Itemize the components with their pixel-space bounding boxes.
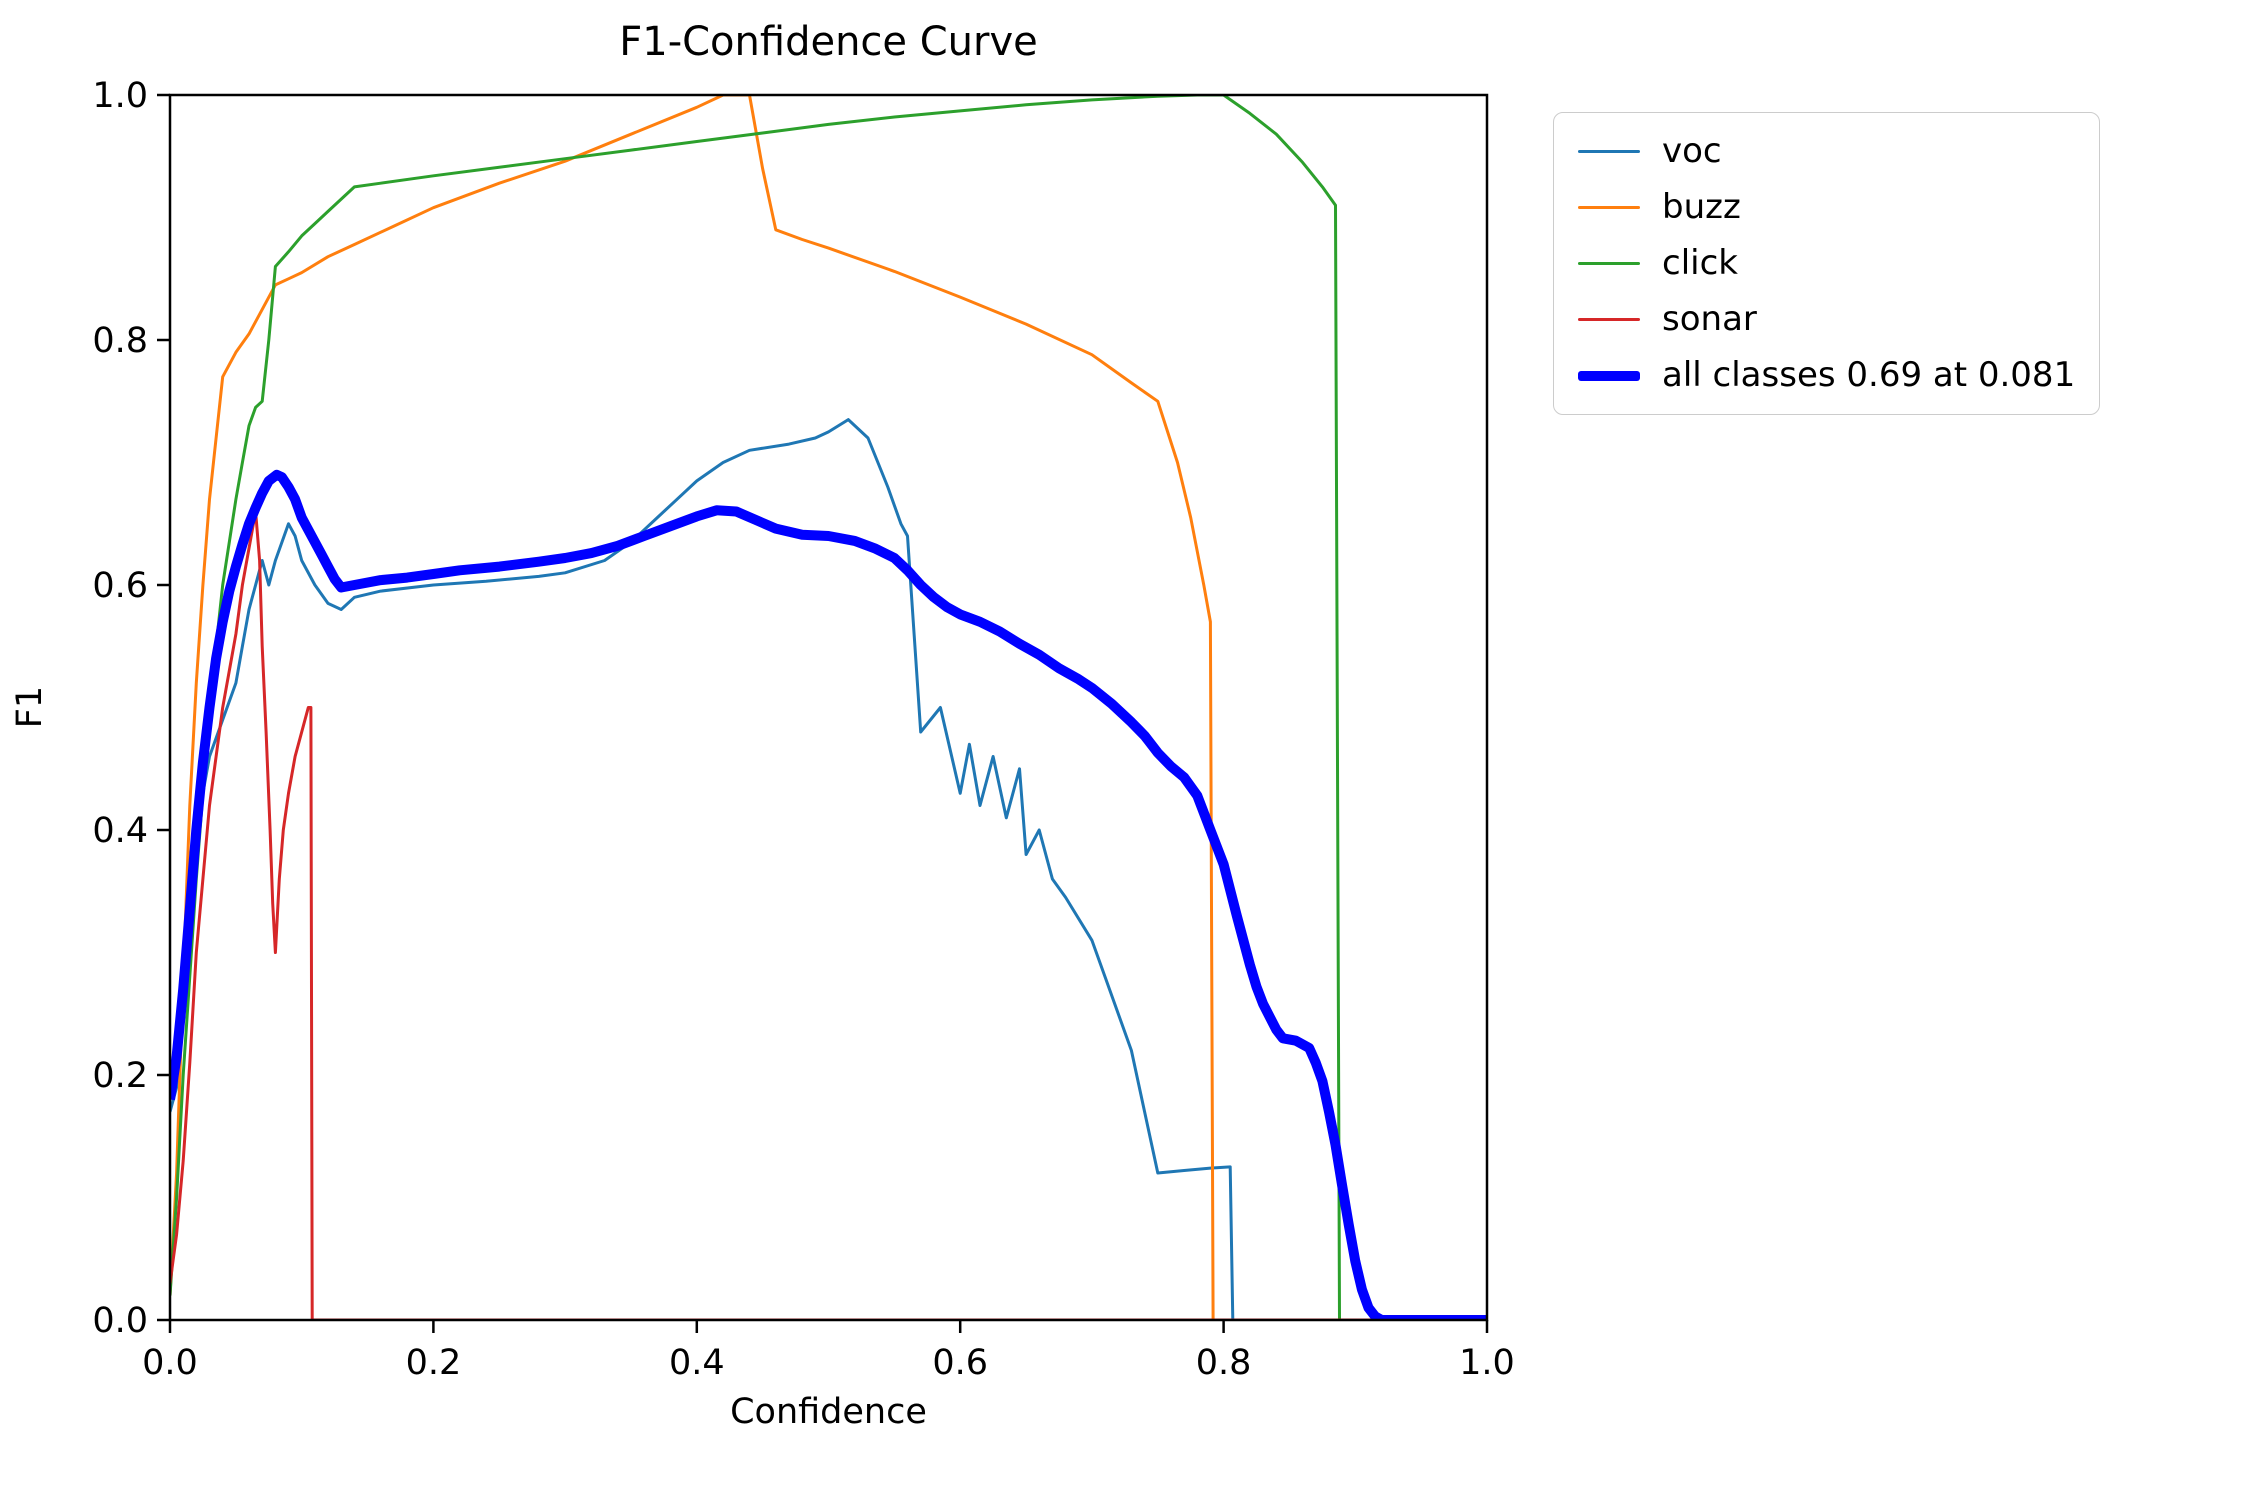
legend: voc buzz click sonar all classes 0.69 at 0.0… — [1553, 112, 2101, 416]
x-tick-label: 1.0 — [1459, 1343, 1515, 1383]
legend-item-sonar: sonar — [1578, 297, 2075, 343]
y-tick-label: 1.0 — [92, 76, 148, 116]
x-tick-label: 0.2 — [406, 1343, 462, 1383]
legend-line-swatch-all-classes-0-69-at-0-081 — [1578, 370, 1640, 381]
legend-item-all-classes-0-69-at-0-081: all classes 0.69 at 0.081 — [1578, 353, 2075, 399]
legend-line-swatch-voc — [1578, 150, 1640, 154]
legend-label-all-classes-0-69-at-0-081: all classes 0.69 at 0.081 — [1662, 354, 2076, 395]
legend-label-click: click — [1662, 242, 1738, 283]
legend-label-buzz: buzz — [1662, 186, 1741, 227]
x-tick-label: 0.4 — [669, 1343, 725, 1383]
series-line-all-classes-0-69-at-0-081 — [170, 469, 1487, 1320]
y-tick-label: 0.6 — [92, 566, 148, 606]
plot-border — [168, 93, 1489, 1322]
legend-line-swatch-click — [1578, 262, 1640, 266]
x-tick-label: 0.8 — [1196, 1343, 1252, 1383]
series-line-buzz — [170, 95, 1487, 1320]
series-line-sonar — [170, 510, 1487, 1320]
legend-item-buzz: buzz — [1578, 185, 2075, 231]
legend-item-voc: voc — [1578, 129, 2075, 175]
legend-item-click: click — [1578, 241, 2075, 287]
y-tick-label: 0.2 — [92, 1056, 148, 1096]
x-axis-label: Confidence — [730, 1392, 927, 1432]
chart-title: F1-Confidence Curve — [619, 19, 1038, 65]
legend-label-voc: voc — [1662, 131, 1722, 171]
x-tick-label: 0.6 — [932, 1343, 988, 1383]
y-tick-label: 0.8 — [92, 321, 148, 361]
legend-label-sonar: sonar — [1662, 298, 1757, 339]
y-axis-label: F1 — [10, 685, 50, 729]
legend-line-swatch-buzz — [1578, 206, 1640, 210]
x-tick-label: 0.0 — [142, 1343, 198, 1383]
y-tick-label: 0.0 — [92, 1301, 148, 1341]
series-line-click — [170, 95, 1487, 1320]
legend-line-swatch-sonar — [1578, 318, 1640, 322]
y-tick-label: 0.4 — [92, 811, 148, 851]
series-line-voc — [170, 418, 1487, 1320]
